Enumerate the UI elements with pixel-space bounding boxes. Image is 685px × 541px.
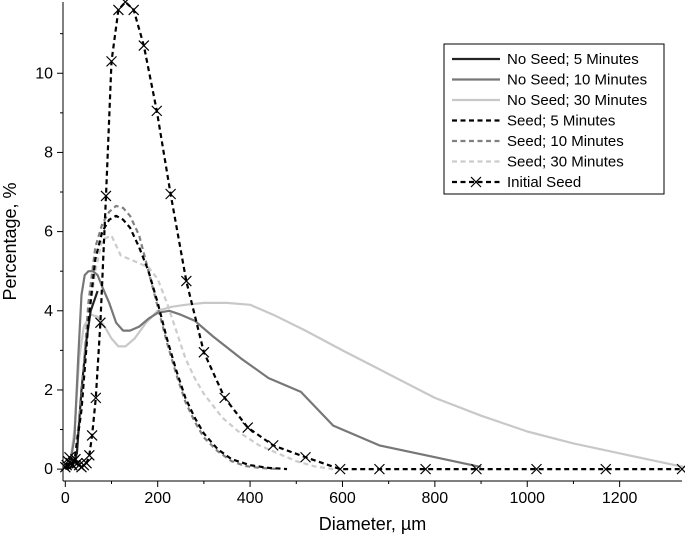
series-line-seed-30-minutes <box>64 234 334 471</box>
legend-entry-no-seed-10-minutes: No Seed; 10 Minutes <box>452 72 647 89</box>
data-point <box>420 463 432 475</box>
y-tick-label: 10 <box>35 65 53 82</box>
x-tick-label: 1200 <box>602 490 638 507</box>
legend-entry-initial-seed: Initial Seed <box>452 174 581 191</box>
legend-entry-no-seed-5-minutes: No Seed; 5 Minutes <box>452 51 639 68</box>
data-point <box>90 392 102 404</box>
data-point <box>600 463 612 475</box>
data-point <box>100 190 112 202</box>
data-point <box>138 40 150 51</box>
data-point <box>106 55 117 67</box>
legend-box <box>443 43 665 195</box>
x-tick-label: 0 <box>61 490 70 507</box>
data-point <box>531 463 542 475</box>
legend-entry-no-seed-30-minutes: No Seed; 30 Minutes <box>452 92 647 109</box>
data-point <box>219 392 231 404</box>
data-point <box>471 463 482 475</box>
x-tick-label: 400 <box>237 490 264 507</box>
data-point <box>70 453 81 465</box>
y-tick-label: 6 <box>44 224 53 241</box>
y-axis-title: Percentage, % <box>0 182 20 300</box>
data-point <box>81 457 92 469</box>
data-point <box>113 4 124 16</box>
axes: 0 200 400 600 800 1000 1200 0 2 4 6 8 10 Diameter, µm… <box>0 2 682 534</box>
legend-entry-seed-10-minutes: Seed; 10 Minutes <box>452 133 624 150</box>
data-point <box>180 275 192 287</box>
data-point <box>300 451 311 463</box>
data-point <box>198 346 210 358</box>
y-tick-label: 2 <box>44 382 53 399</box>
data-point <box>334 463 346 475</box>
x-tick-label: 800 <box>422 490 449 507</box>
data-point <box>86 430 98 441</box>
legend-label: Seed; 10 Minutes <box>507 133 624 150</box>
data-point <box>676 463 685 475</box>
legend-label: No Seed; 30 Minutes <box>507 92 647 109</box>
data-point <box>94 317 106 329</box>
y-tick-label: 0 <box>44 461 53 478</box>
data-point <box>242 422 254 433</box>
data-point <box>151 105 163 117</box>
legend-marker <box>470 176 482 188</box>
x-tick-label: 600 <box>329 490 356 507</box>
series-line-no-seed-5-minutes <box>64 290 99 471</box>
series-line-initial-seed <box>64 0 682 471</box>
series-layer <box>59 0 685 475</box>
legend-label: No Seed; 10 Minutes <box>507 72 647 89</box>
series-line-seed-5-minutes <box>64 214 288 471</box>
x-tick-label: 200 <box>144 490 171 507</box>
legend-label: No Seed; 5 Minutes <box>507 51 639 68</box>
y-tick-label: 8 <box>44 144 53 161</box>
legend: No Seed; 5 Minutes No Seed; 10 Minutes No … <box>443 43 665 195</box>
legend-entry-seed-30-minutes: Seed; 30 Minutes <box>452 154 624 171</box>
data-point <box>83 449 95 461</box>
x-axis-title: Diameter, µm <box>319 514 426 534</box>
legend-label: Initial Seed <box>507 174 581 191</box>
legend-label: Seed; 30 Minutes <box>507 154 624 171</box>
data-point <box>128 4 140 16</box>
data-point <box>267 439 279 451</box>
series-line-no-seed-10-minutes <box>64 270 482 470</box>
y-tick-label: 4 <box>44 303 53 320</box>
legend-entry-seed-5-minutes: Seed; 5 Minutes <box>452 113 615 130</box>
legend-label: Seed; 5 Minutes <box>507 113 615 130</box>
data-point <box>165 188 177 200</box>
x-tick-label: 1000 <box>509 490 545 507</box>
data-point <box>374 463 385 475</box>
